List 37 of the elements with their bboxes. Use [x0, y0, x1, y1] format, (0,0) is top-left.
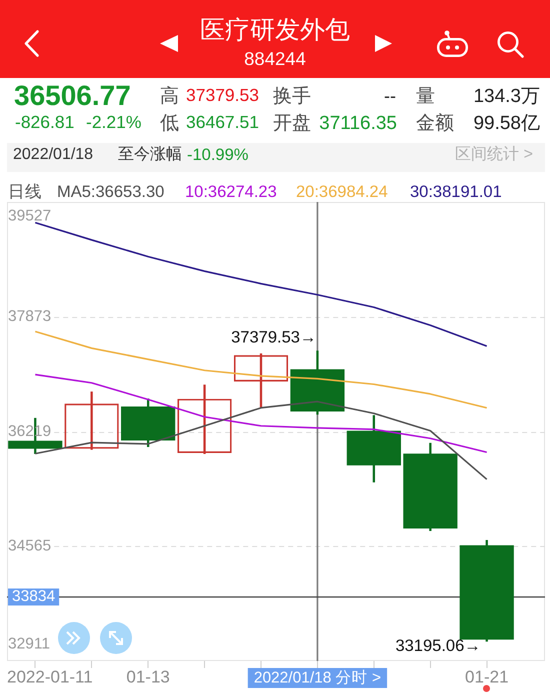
text: 2022/01/18	[13, 146, 94, 163]
text: -826.81	[15, 112, 74, 132]
text: 至今涨幅	[118, 146, 182, 163]
text: 区间统计 >	[455, 146, 533, 163]
text: 量	[416, 86, 435, 106]
text: --	[384, 86, 396, 106]
x-tick-label: 2022/01/18 分时 >	[254, 668, 382, 686]
text: 开盘	[273, 112, 311, 134]
text: 金额	[416, 112, 454, 134]
x-tick-label: 2022-01-11	[6, 668, 93, 687]
text: 36467.51	[186, 112, 259, 132]
text: 36506.77	[14, 80, 131, 111]
x-tick-label: 01-13	[126, 668, 170, 687]
text: 30:38191.01	[410, 182, 502, 201]
text: 37116.35	[319, 112, 397, 134]
text: 20:36984.24	[296, 182, 388, 201]
text: 换手	[273, 86, 311, 106]
ref-line-label: 33834	[12, 588, 56, 606]
text: 37379.53	[186, 85, 259, 106]
text: 134.3万	[473, 86, 540, 106]
text: 高	[160, 86, 179, 106]
text: -10.99%	[187, 146, 248, 164]
text: 低	[160, 112, 179, 134]
text: 10:36274.23	[185, 182, 277, 201]
y-tick-label: 32911	[8, 635, 50, 652]
legend-title: 日线	[8, 182, 42, 201]
y-tick-label: 34565	[8, 538, 52, 555]
chart-subtitle: 884244	[243, 48, 307, 69]
text: 99.58亿	[473, 112, 540, 134]
x-tick-label: 01-21	[465, 668, 509, 687]
chart-title: 医疗研发外包	[199, 16, 351, 44]
text: MA5:36653.30	[57, 182, 164, 201]
annotation: 33195.06→	[395, 636, 481, 655]
y-tick-label: 37873	[8, 308, 52, 326]
text: -2.21%	[86, 112, 142, 132]
y-tick-label: 39527	[8, 207, 52, 224]
annotation: 37379.53→	[231, 328, 316, 346]
